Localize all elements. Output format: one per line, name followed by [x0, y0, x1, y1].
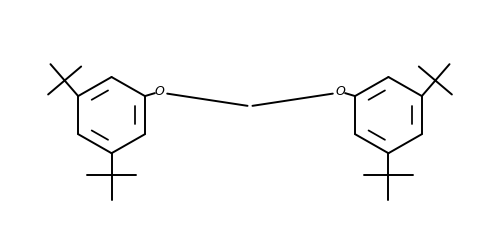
Text: O: O — [336, 85, 345, 98]
Text: O: O — [155, 85, 164, 98]
